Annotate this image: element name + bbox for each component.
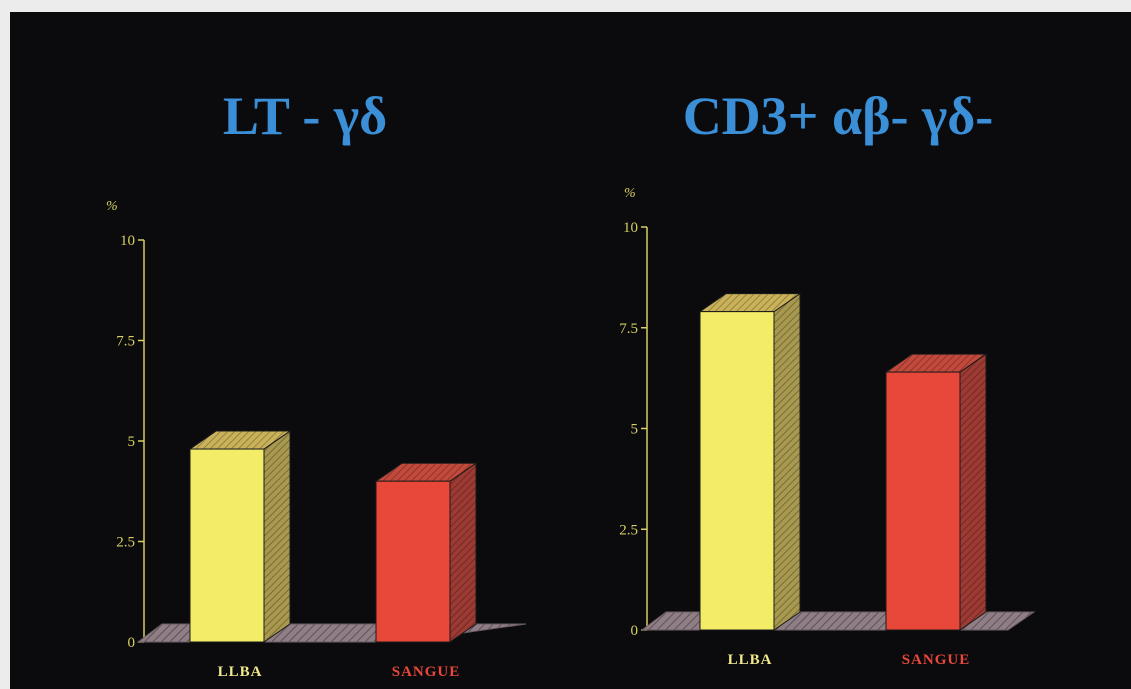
bars bbox=[698, 292, 988, 631]
bar-side-face bbox=[449, 462, 477, 643]
y-tick-label: 7.5 bbox=[619, 321, 638, 337]
slide: LT - γδ % 0 2.5 5 7.5 10 LLBA SANGUE CD3+ αβ-… bbox=[10, 12, 1131, 689]
x-category-label: SANGUE bbox=[392, 664, 461, 680]
chart-title: LT - γδ bbox=[223, 86, 387, 146]
x-category-label: LLBA bbox=[218, 664, 263, 680]
y-tick-label: 2.5 bbox=[116, 535, 135, 551]
bar-llba bbox=[188, 430, 292, 643]
y-tick-label: 10 bbox=[623, 220, 638, 236]
y-tick-label: 7.5 bbox=[116, 334, 135, 350]
y-axis-unit: % bbox=[106, 199, 118, 214]
y-axis: 0 2.5 5 7.5 10 bbox=[116, 233, 145, 651]
bar-sangue bbox=[884, 353, 988, 631]
bar-side-face bbox=[773, 292, 801, 631]
bars bbox=[188, 430, 478, 643]
bar-side-face bbox=[959, 353, 987, 631]
bar-sangue bbox=[374, 462, 478, 643]
category-labels: LLBA SANGUE bbox=[218, 664, 461, 680]
bar-front-face bbox=[885, 371, 961, 631]
y-tick-label: 5 bbox=[631, 422, 639, 438]
y-tick-label: 10 bbox=[120, 233, 135, 249]
chart-cd3-ab-neg-gd-neg: CD3+ αβ- γδ- % 0 2.5 5 7.5 10 LLBA SANGUE bbox=[619, 86, 1036, 668]
y-tick-label: 5 bbox=[128, 434, 136, 450]
x-category-label: SANGUE bbox=[902, 652, 971, 668]
chart-lt-gamma-delta: LT - γδ % 0 2.5 5 7.5 10 LLBA SANGUE bbox=[106, 86, 527, 680]
charts-canvas: LT - γδ % 0 2.5 5 7.5 10 LLBA SANGUE CD3+ αβ-… bbox=[106, 86, 1036, 680]
bar-llba bbox=[698, 292, 802, 631]
y-axis: 0 2.5 5 7.5 10 bbox=[619, 220, 648, 639]
bar-front-face bbox=[189, 448, 265, 643]
bar-front-face bbox=[375, 480, 451, 643]
y-tick-label: 0 bbox=[631, 623, 639, 639]
x-category-label: LLBA bbox=[728, 652, 773, 668]
bar-side-face bbox=[263, 430, 291, 643]
bar-front-face bbox=[699, 311, 775, 631]
y-tick-label: 2.5 bbox=[619, 522, 638, 538]
y-tick-label: 0 bbox=[128, 635, 136, 651]
category-labels: LLBA SANGUE bbox=[728, 652, 971, 668]
y-axis-unit: % bbox=[624, 186, 636, 201]
chart-title: CD3+ αβ- γδ- bbox=[683, 86, 994, 146]
